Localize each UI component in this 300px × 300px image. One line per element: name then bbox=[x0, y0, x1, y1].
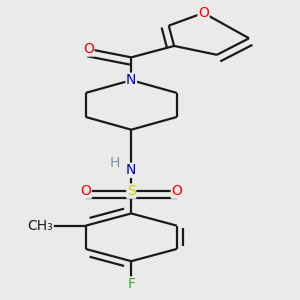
Text: O: O bbox=[198, 6, 209, 20]
Text: O: O bbox=[83, 42, 94, 56]
Text: O: O bbox=[80, 184, 91, 198]
Text: H: H bbox=[110, 156, 120, 170]
Text: CH₃: CH₃ bbox=[27, 219, 53, 232]
Text: S: S bbox=[127, 184, 136, 198]
Text: O: O bbox=[171, 184, 182, 198]
Text: F: F bbox=[127, 277, 135, 291]
Text: N: N bbox=[126, 163, 136, 177]
Text: N: N bbox=[126, 73, 136, 87]
